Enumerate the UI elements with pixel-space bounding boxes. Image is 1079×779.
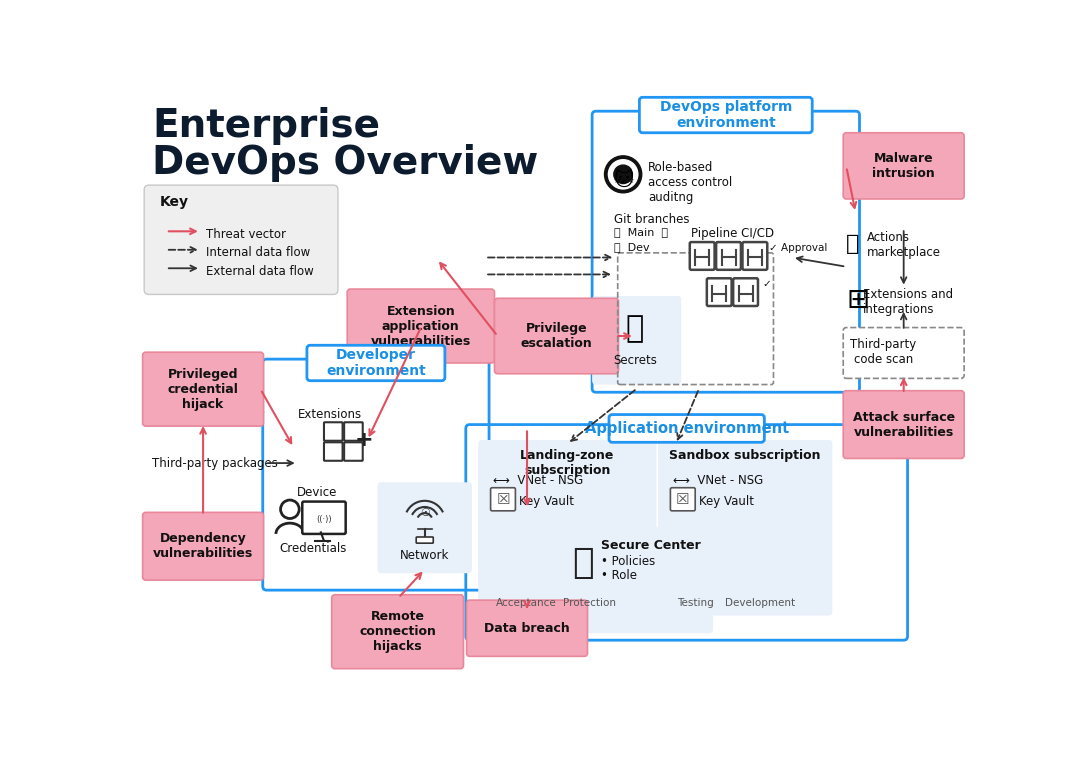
FancyBboxPatch shape — [494, 298, 618, 374]
Text: Malware
intrusion: Malware intrusion — [872, 152, 935, 180]
FancyBboxPatch shape — [302, 502, 345, 534]
FancyBboxPatch shape — [378, 482, 472, 573]
FancyBboxPatch shape — [689, 242, 714, 270]
FancyBboxPatch shape — [324, 442, 342, 460]
Text: External data flow: External data flow — [206, 265, 314, 278]
Text: ⊞: ⊞ — [846, 286, 870, 314]
Text: ☒: ☒ — [675, 492, 689, 507]
Text: Pipeline CI/CD: Pipeline CI/CD — [692, 227, 775, 240]
Text: Secrets: Secrets — [613, 354, 657, 367]
Text: ✓: ✓ — [763, 280, 771, 290]
Text: Key: Key — [160, 195, 189, 209]
Text: • Policies: • Policies — [601, 555, 656, 569]
FancyBboxPatch shape — [592, 296, 681, 385]
FancyBboxPatch shape — [551, 527, 713, 633]
FancyBboxPatch shape — [640, 97, 812, 132]
Text: Extension
application
vulnerabilities: Extension application vulnerabilities — [371, 305, 470, 347]
Text: Acceptance: Acceptance — [496, 597, 557, 608]
Text: Actions
marketplace: Actions marketplace — [868, 231, 941, 259]
Text: Internal data flow: Internal data flow — [206, 246, 311, 259]
FancyBboxPatch shape — [478, 440, 656, 615]
Text: ☒: ☒ — [496, 492, 509, 507]
FancyBboxPatch shape — [707, 278, 732, 306]
FancyBboxPatch shape — [843, 327, 965, 379]
Text: Privilege
escalation: Privilege escalation — [520, 322, 592, 350]
Text: Key Vault: Key Vault — [699, 495, 754, 508]
Circle shape — [614, 165, 632, 184]
FancyBboxPatch shape — [416, 537, 434, 543]
Text: ☉: ☉ — [420, 508, 429, 518]
Text: Git branches: Git branches — [614, 213, 689, 226]
Text: 🐱: 🐱 — [613, 171, 633, 190]
Text: DevOps platform
environment: DevOps platform environment — [659, 100, 792, 130]
FancyBboxPatch shape — [347, 289, 494, 363]
FancyBboxPatch shape — [742, 242, 767, 270]
Circle shape — [609, 160, 638, 189]
Text: DevOps Overview: DevOps Overview — [152, 143, 538, 182]
Text: 💻: 💻 — [626, 314, 644, 343]
Text: Extensions and
integrations: Extensions and integrations — [863, 287, 954, 315]
FancyBboxPatch shape — [142, 513, 263, 580]
FancyBboxPatch shape — [843, 132, 965, 199]
FancyBboxPatch shape — [609, 414, 764, 442]
Text: 🔒: 🔒 — [846, 234, 860, 254]
Text: ⟷  VNet - NSG: ⟷ VNet - NSG — [672, 474, 763, 487]
Text: Protection: Protection — [562, 597, 616, 608]
Text: Sandbox subscription: Sandbox subscription — [669, 449, 820, 462]
FancyBboxPatch shape — [466, 600, 587, 657]
Text: Enterprise: Enterprise — [152, 108, 380, 146]
Text: 🛡: 🛡 — [572, 546, 593, 580]
Text: ⑂  Dev: ⑂ Dev — [614, 242, 650, 252]
Text: Developer
environment: Developer environment — [326, 348, 426, 378]
Text: Remote
connection
hijacks: Remote connection hijacks — [359, 610, 436, 654]
Text: Extensions: Extensions — [298, 407, 363, 421]
Text: ⑂  Main  🔒: ⑂ Main 🔒 — [614, 227, 668, 237]
FancyBboxPatch shape — [324, 422, 342, 441]
Text: Testing: Testing — [678, 597, 714, 608]
Text: Development: Development — [725, 597, 795, 608]
FancyBboxPatch shape — [658, 440, 832, 615]
FancyBboxPatch shape — [331, 594, 464, 668]
Text: +: + — [354, 430, 373, 450]
FancyBboxPatch shape — [306, 345, 445, 381]
Text: Dependency
vulnerabilities: Dependency vulnerabilities — [153, 532, 254, 560]
Text: Privileged
credential
hijack: Privileged credential hijack — [167, 368, 238, 411]
Text: Threat vector: Threat vector — [206, 228, 286, 241]
Text: Device: Device — [297, 486, 337, 499]
FancyBboxPatch shape — [145, 185, 338, 294]
Text: Data breach: Data breach — [484, 622, 570, 635]
FancyBboxPatch shape — [716, 242, 741, 270]
FancyBboxPatch shape — [843, 391, 965, 459]
Text: Credentials: Credentials — [279, 542, 346, 555]
FancyBboxPatch shape — [733, 278, 757, 306]
Text: Key Vault: Key Vault — [519, 495, 574, 508]
Text: ✓ Approval: ✓ Approval — [769, 243, 828, 253]
FancyBboxPatch shape — [491, 488, 516, 511]
Text: Application environment: Application environment — [585, 421, 789, 436]
Text: Role-based
access control
auditng: Role-based access control auditng — [647, 161, 733, 204]
FancyBboxPatch shape — [344, 422, 363, 441]
Text: ⟷  VNet - NSG: ⟷ VNet - NSG — [493, 474, 583, 487]
Text: Third-party
code scan: Third-party code scan — [850, 338, 917, 366]
FancyBboxPatch shape — [142, 352, 263, 426]
Text: Network: Network — [400, 549, 450, 562]
FancyBboxPatch shape — [344, 442, 363, 460]
Text: • Role: • Role — [601, 569, 638, 583]
Text: Landing-zone
subscription: Landing-zone subscription — [520, 449, 615, 478]
FancyBboxPatch shape — [670, 488, 695, 511]
Circle shape — [604, 156, 642, 193]
Text: Third-party packages: Third-party packages — [152, 456, 277, 470]
Text: Attack surface
vulnerabilities: Attack surface vulnerabilities — [852, 411, 955, 439]
Text: Secure Center: Secure Center — [601, 538, 701, 552]
Text: ((·)): ((·)) — [316, 515, 331, 523]
